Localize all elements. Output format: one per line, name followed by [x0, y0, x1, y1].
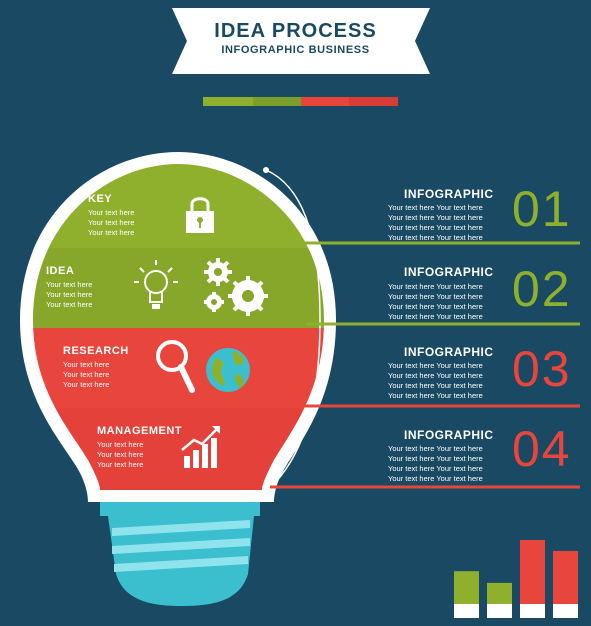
band-research-text: Your text here [63, 370, 110, 379]
step-2-title: INFOGRAPHIC [404, 265, 494, 279]
page-subtitle: INFOGRAPHIC BUSINESS [221, 44, 370, 56]
step-1-text: Your text here Your text here [388, 203, 483, 212]
step-4-text: Your text here Your text here [388, 464, 483, 473]
step-3-text: Your text here Your text here [388, 361, 483, 370]
step-2-text: Your text here Your text here [388, 282, 483, 291]
step-4-title: INFOGRAPHIC [404, 428, 494, 442]
step-4-text: Your text here Your text here [388, 444, 483, 453]
band-research-title: RESEARCH [63, 345, 129, 357]
decorative-bar-graphic [454, 540, 578, 618]
band-research-text: Your text here [63, 360, 110, 369]
banner-ribbon [172, 8, 430, 106]
decor-bar-base [487, 604, 512, 618]
lightbulb-gears-icon [134, 258, 268, 316]
step-3-title: INFOGRAPHIC [404, 345, 494, 359]
band-research-text: Your text here [63, 380, 110, 389]
bulb-socket [108, 516, 254, 606]
band-idea-title: IDEA [46, 265, 75, 277]
decor-bar [487, 582, 512, 604]
step-4-text: Your text here Your text here [388, 454, 483, 463]
decor-bar-base [520, 604, 545, 618]
step-4-number: 04 [512, 421, 572, 477]
band-key-text: Your text here [88, 208, 135, 217]
step-2-text: Your text here Your text here [388, 312, 483, 321]
band-key-text: Your text here [88, 218, 135, 227]
decor-bar [553, 550, 578, 604]
growth-chart-icon [181, 426, 220, 468]
band-idea-text: Your text here [46, 280, 93, 289]
decor-bar [454, 571, 479, 604]
band-management-text: Your text here [97, 440, 144, 449]
curved-arrow [265, 169, 321, 491]
band-key-text: Your text here [88, 228, 135, 237]
lock-icon [186, 197, 214, 233]
step-3-text: Your text here Your text here [388, 381, 483, 390]
step-2-text: Your text here Your text here [388, 292, 483, 301]
page-title: IDEA PROCESS [214, 20, 377, 42]
band-management-title: MANAGEMENT [97, 425, 183, 437]
band-idea-text: Your text here [46, 300, 93, 309]
step-1-title: INFOGRAPHIC [404, 187, 494, 201]
band-key-title: KEY [88, 193, 113, 205]
step-3-text: Your text here Your text here [388, 391, 483, 400]
band-idea [33, 248, 324, 328]
band-management-text: Your text here [97, 460, 144, 469]
step-4-text: Your text here Your text here [388, 474, 483, 483]
step-1-number: 01 [512, 181, 572, 237]
step-2-text: Your text here Your text here [388, 302, 483, 311]
magnifier-globe-icon [156, 340, 250, 393]
band-management-text: Your text here [97, 450, 144, 459]
step-3-number: 03 [512, 341, 572, 397]
step-1-text: Your text here Your text here [388, 233, 483, 242]
step-3-text: Your text here Your text here [388, 371, 483, 380]
step-1-text: Your text here Your text here [388, 223, 483, 232]
decor-bar [520, 540, 545, 604]
step-1-text: Your text here Your text here [388, 213, 483, 222]
step-2-number: 02 [512, 261, 572, 317]
decor-bar-base [454, 604, 479, 618]
decor-bar-base [553, 604, 578, 618]
band-idea-text: Your text here [46, 290, 93, 299]
